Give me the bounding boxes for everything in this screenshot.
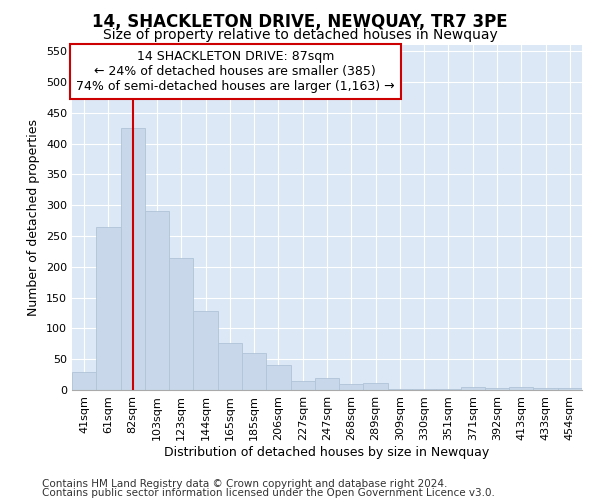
Bar	[436, 389, 461, 390]
Bar	[242, 353, 266, 390]
Text: Contains public sector information licensed under the Open Government Licence v3: Contains public sector information licen…	[42, 488, 495, 498]
Bar	[96, 226, 121, 390]
Bar	[218, 342, 242, 390]
Bar	[193, 311, 218, 390]
Bar	[533, 388, 558, 390]
Bar	[72, 372, 96, 390]
Bar	[145, 212, 169, 390]
Bar	[485, 388, 509, 390]
X-axis label: Distribution of detached houses by size in Newquay: Distribution of detached houses by size …	[164, 446, 490, 458]
Bar	[121, 128, 145, 390]
Text: 14 SHACKLETON DRIVE: 87sqm
← 24% of detached houses are smaller (385)
74% of sem: 14 SHACKLETON DRIVE: 87sqm ← 24% of deta…	[76, 50, 395, 93]
Bar	[169, 258, 193, 390]
Bar	[315, 378, 339, 390]
Bar	[509, 387, 533, 390]
Text: 14, SHACKLETON DRIVE, NEWQUAY, TR7 3PE: 14, SHACKLETON DRIVE, NEWQUAY, TR7 3PE	[92, 12, 508, 30]
Y-axis label: Number of detached properties: Number of detached properties	[28, 119, 40, 316]
Bar	[461, 387, 485, 390]
Bar	[290, 382, 315, 390]
Bar	[339, 384, 364, 390]
Bar	[558, 388, 582, 390]
Bar	[364, 383, 388, 390]
Text: Size of property relative to detached houses in Newquay: Size of property relative to detached ho…	[103, 28, 497, 42]
Bar	[412, 389, 436, 390]
Bar	[388, 389, 412, 390]
Text: Contains HM Land Registry data © Crown copyright and database right 2024.: Contains HM Land Registry data © Crown c…	[42, 479, 448, 489]
Bar	[266, 366, 290, 390]
